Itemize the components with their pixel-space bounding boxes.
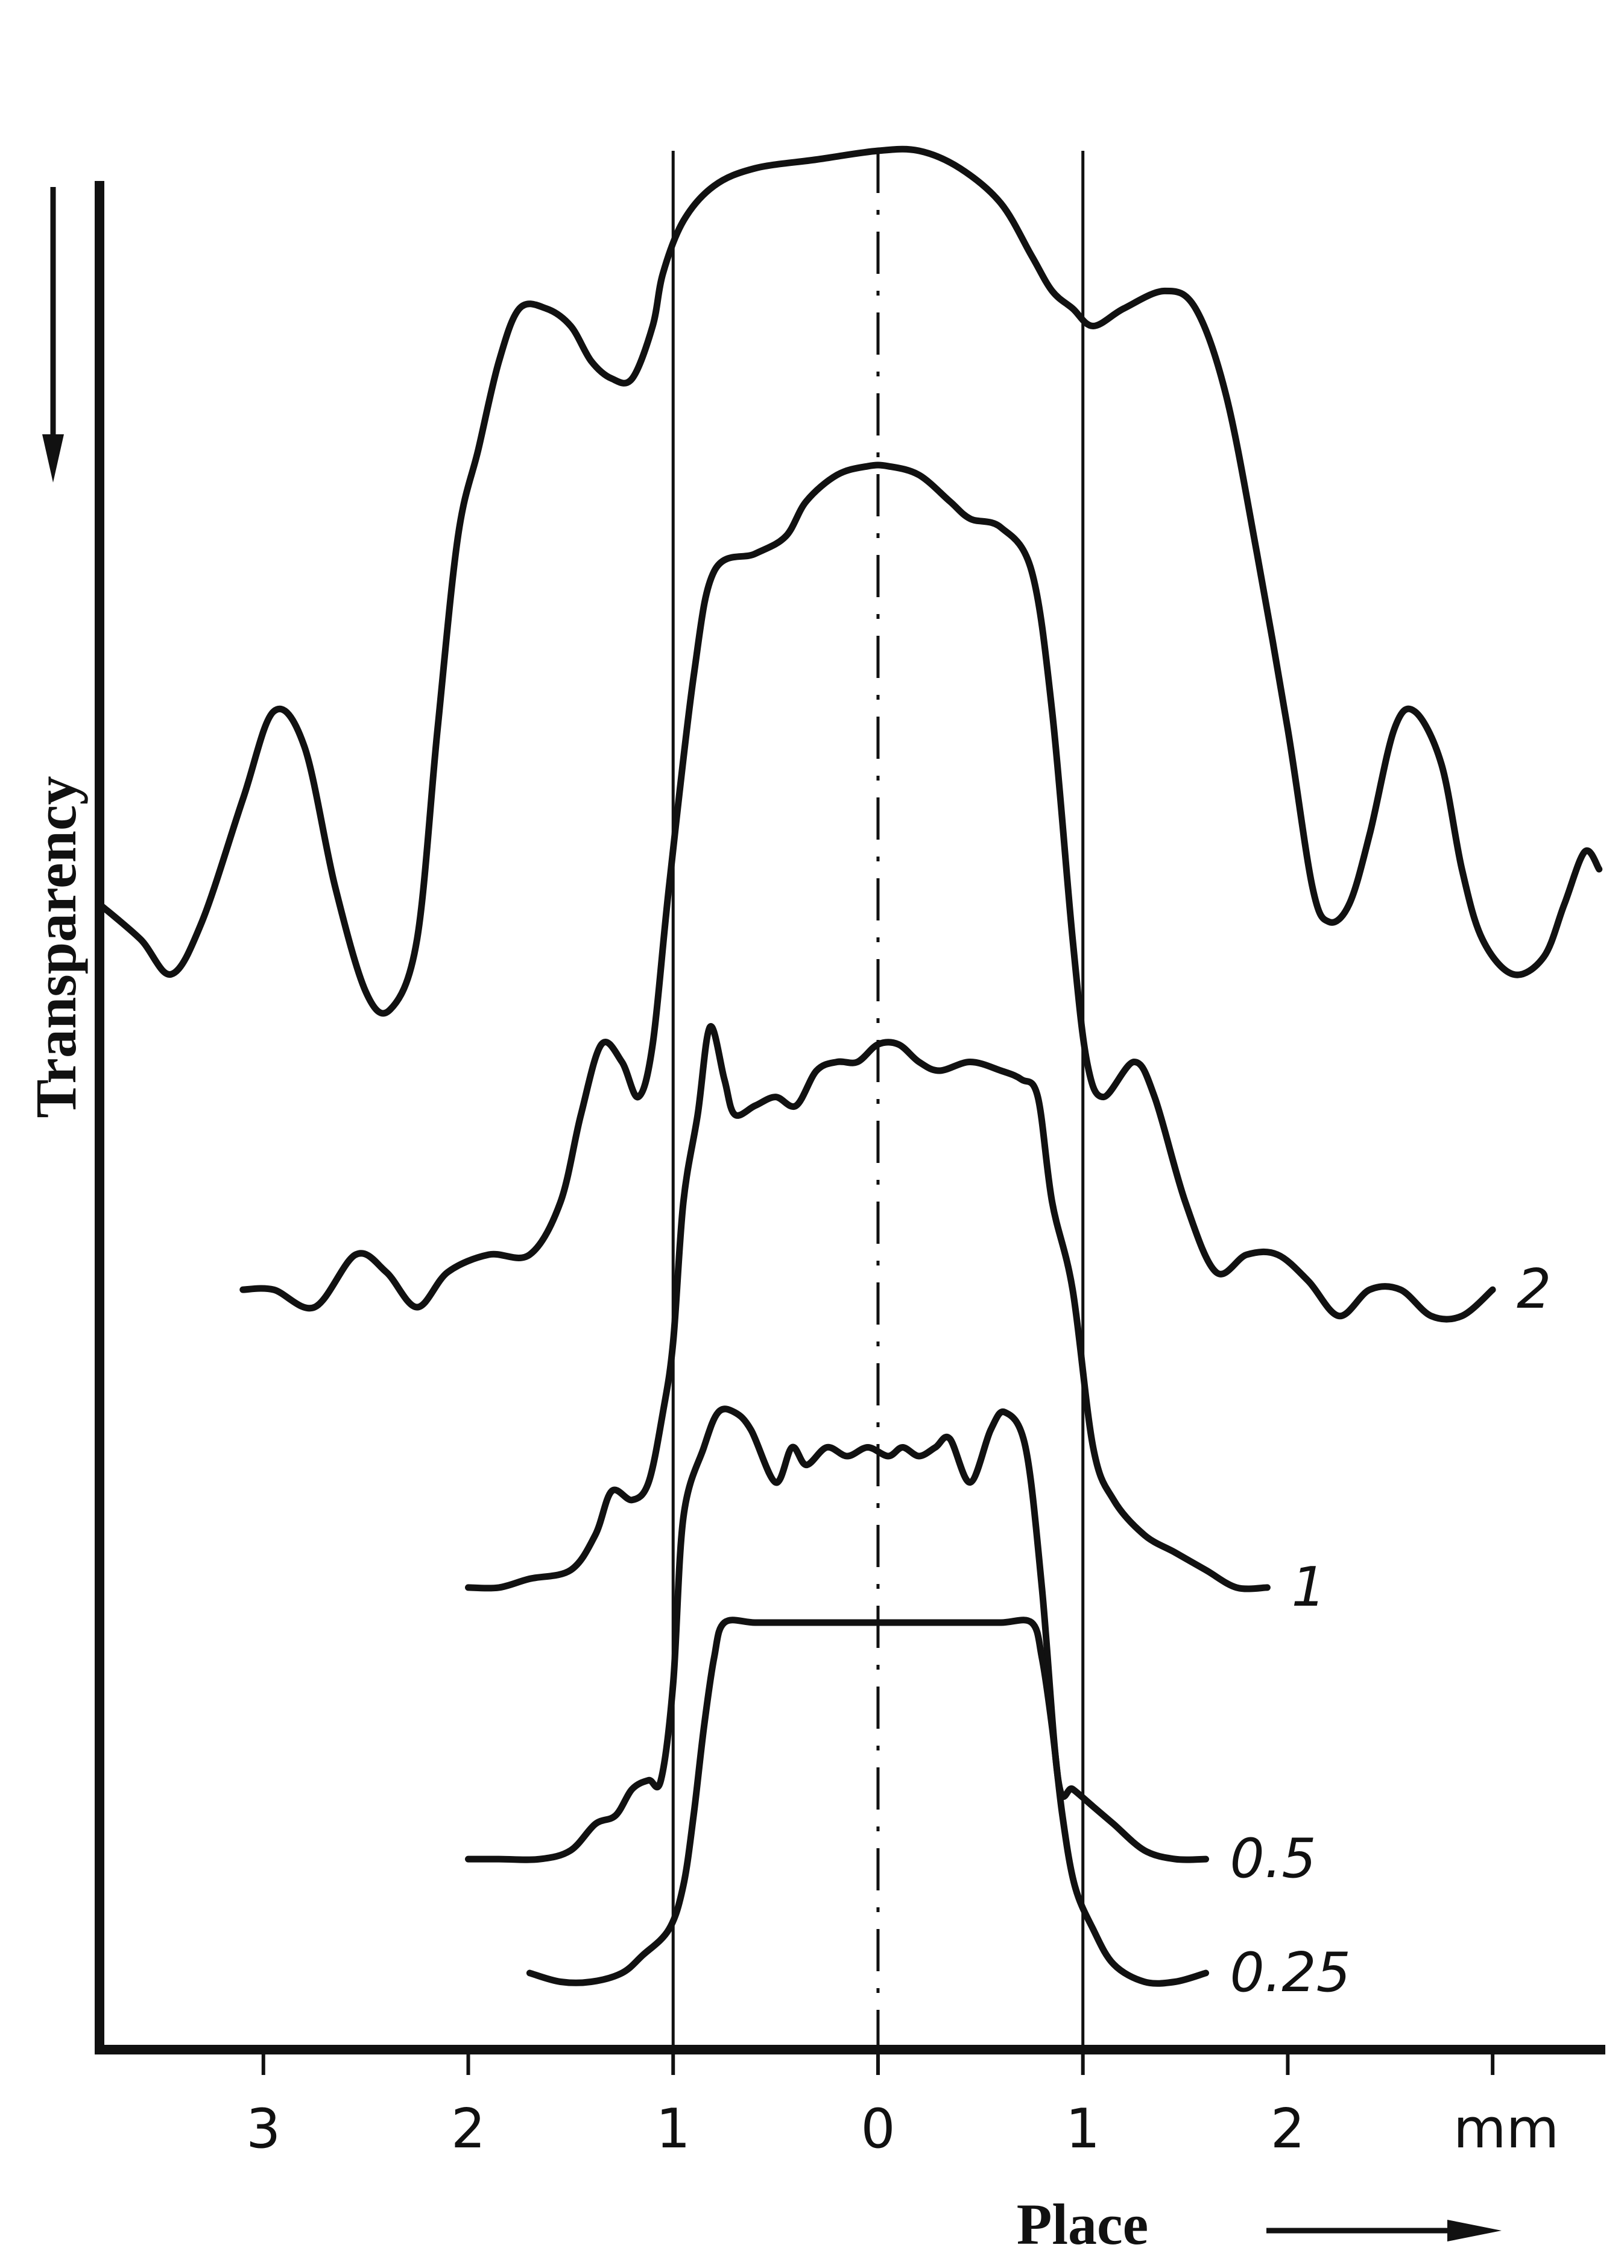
x-tick-label: 1 xyxy=(656,2097,690,2161)
x-tick-label: 1 xyxy=(1066,2097,1100,2161)
series-label: 2 xyxy=(1517,1258,1551,1321)
series-curve-0-25 xyxy=(526,1617,1209,1987)
series-label: 0.25 xyxy=(1230,1941,1351,2004)
series-curves xyxy=(96,145,1603,1987)
y-axis-arrow xyxy=(42,187,64,483)
y-axis-arrow-head xyxy=(42,434,64,483)
x-tick-label: 3 xyxy=(246,2097,280,2161)
series-curve-4 xyxy=(96,145,1603,1017)
x-axis-arrow-head xyxy=(1447,2220,1502,2241)
x-axis-arrow xyxy=(1266,2220,1502,2241)
series-labels: 4 2 1 0.5 0.25 xyxy=(1230,837,1624,2004)
series-curve-2 xyxy=(239,461,1496,1323)
x-tick-label: 0 xyxy=(861,2097,895,2161)
x-tick-label: 2 xyxy=(451,2097,485,2161)
reference-lines xyxy=(671,151,1085,2050)
x-tick-label: 2 xyxy=(1271,2097,1305,2161)
series-label: 1 xyxy=(1291,1556,1325,1619)
x-ticks: 3 2 1 0 1 2 xyxy=(246,2050,1495,2161)
series-label: 4 xyxy=(1623,837,1624,901)
x-axis-unit: mm xyxy=(1453,2097,1559,2161)
series-curve-0-5 xyxy=(465,1405,1209,1863)
y-axis-title-group: Transparency xyxy=(24,776,88,1118)
series-label: 0.5 xyxy=(1230,1827,1316,1890)
x-axis-title: Place xyxy=(1017,2192,1149,2257)
y-axis-title: Transparency xyxy=(24,776,88,1118)
series-curve-1 xyxy=(465,1023,1271,1592)
